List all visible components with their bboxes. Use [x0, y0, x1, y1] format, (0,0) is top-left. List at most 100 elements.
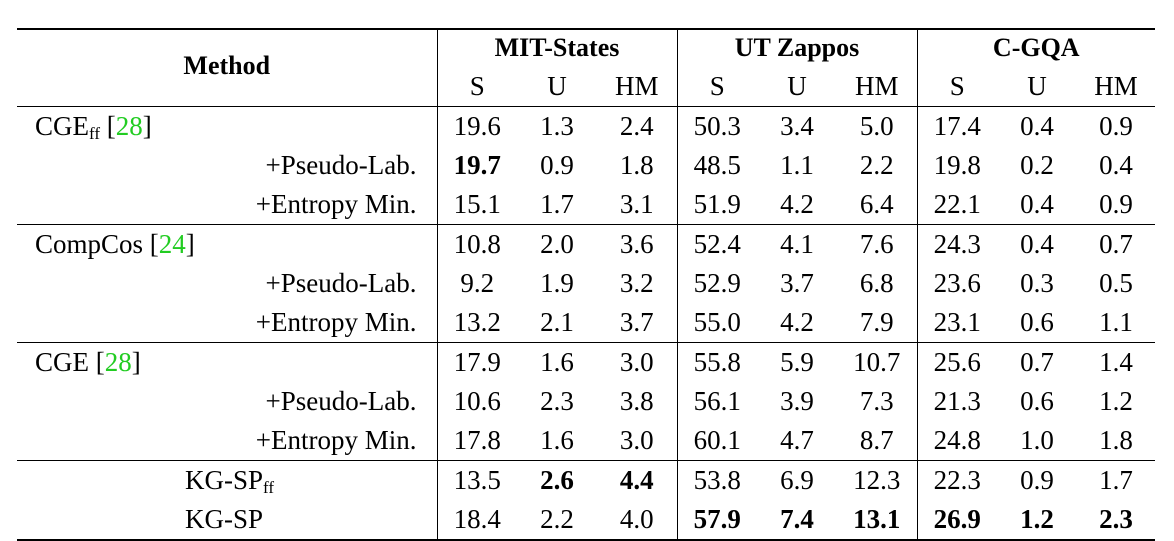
value-cell: 22.3	[916, 460, 997, 500]
value-cell-best: 2.3	[1077, 500, 1156, 541]
subcol-hm: HM	[1094, 71, 1138, 101]
value-cell: 3.0	[597, 342, 677, 382]
value-cell: 0.6	[1020, 307, 1054, 337]
value-cell: 5.0	[837, 106, 917, 146]
value-cell: 6.4	[859, 189, 894, 219]
group-header-c-gqa: C-GQA	[916, 29, 1156, 66]
variant-name: +Pseudo-Lab.	[265, 268, 417, 298]
value-cell: 0.9	[1099, 189, 1133, 219]
value-cell: 1.1	[1099, 307, 1133, 337]
value-cell: 1.7	[1077, 460, 1156, 500]
value-cell: 24.8	[916, 421, 997, 461]
table-row: +Entropy Min. 13.2 2.1 3.7 55.0 4.2 7.9 …	[17, 303, 1155, 343]
value-cell: 1.6	[540, 425, 574, 455]
value-cell: 2.0	[517, 224, 597, 264]
value-cell: 1.0	[1020, 425, 1054, 455]
subcol-s: S	[916, 66, 997, 107]
value-cell: 1.3	[517, 106, 597, 146]
bold-value: 26.9	[933, 504, 981, 534]
value-cell: 18.4	[436, 500, 517, 541]
method-name: KG-SP	[185, 465, 264, 495]
value-cell-best: 2.6	[517, 460, 597, 500]
value-cell: 51.9	[676, 185, 757, 225]
variant-name: +Entropy Min.	[255, 425, 417, 455]
subcol-s: S	[676, 66, 757, 107]
value-cell: 19.8	[916, 146, 997, 185]
value-cell-best: 57.9	[676, 500, 757, 541]
value-cell: 1.7	[540, 189, 574, 219]
value-cell: 10.7	[837, 342, 917, 382]
value-cell: 17.4	[916, 106, 997, 146]
table-row: KG-SP 18.4 2.2 4.0 57.9 7.4 13.1 26.9 1.…	[17, 500, 1156, 541]
variant-name: +Entropy Min.	[255, 307, 417, 337]
method-name: CompCos	[35, 229, 144, 259]
table-row: +Entropy Min. 17.8 1.6 3.0 60.1 4.7 8.7 …	[17, 421, 1155, 461]
value-cell: 22.1	[916, 185, 997, 225]
value-cell: 1.9	[540, 268, 574, 298]
subcol-hm: HM	[614, 71, 659, 101]
value-cell: 48.5	[676, 146, 757, 185]
citation-link[interactable]: 28	[104, 347, 132, 377]
bold-value: 57.9	[693, 504, 741, 534]
value-cell: 1.1	[780, 150, 814, 180]
value-cell: 0.4	[997, 224, 1077, 264]
subcol-u: U	[787, 71, 807, 101]
value-cell: 0.5	[1099, 268, 1133, 298]
value-cell: 53.8	[676, 460, 757, 500]
table-row: KG-SPff 13.5 2.6 4.4 53.8 6.9 12.3 22.3 …	[17, 460, 1156, 500]
value-cell: 2.2	[859, 150, 894, 180]
value-cell: 3.4	[757, 106, 837, 146]
subcol-hm: HM	[854, 71, 899, 101]
table-row: CGEff [28] 19.6 1.3 2.4 50.3 3.4 5.0 17.…	[17, 106, 1156, 146]
citation-link[interactable]: 28	[115, 111, 143, 141]
value-cell: 3.1	[619, 189, 654, 219]
value-cell: 7.9	[859, 307, 894, 337]
value-cell: 17.8	[436, 421, 517, 461]
value-cell: 0.9	[540, 150, 574, 180]
variant-name: +Pseudo-Lab.	[265, 386, 417, 416]
method-name: CGE	[35, 347, 89, 377]
bold-value: 19.7	[453, 150, 501, 180]
value-cell: 55.8	[676, 342, 757, 382]
value-cell: 52.9	[676, 264, 757, 303]
value-cell: 0.4	[997, 106, 1077, 146]
value-cell: 8.7	[859, 425, 894, 455]
value-cell: 0.4	[1099, 150, 1133, 180]
group-header-ut-zappos: UT Zappos	[676, 29, 917, 66]
value-cell-best: 1.2	[997, 500, 1077, 541]
table-row: +Pseudo-Lab. 19.7 0.9 1.8 48.5 1.1 2.2 1…	[17, 146, 1155, 185]
value-cell: 21.3	[916, 382, 997, 421]
value-cell: 2.3	[540, 386, 574, 416]
method-cell: CGE [28]	[17, 342, 437, 382]
value-cell: 13.2	[436, 303, 517, 343]
value-cell: 10.6	[436, 382, 517, 421]
value-cell: 4.7	[780, 425, 814, 455]
bold-value: 7.4	[780, 504, 814, 534]
method-header: Method	[183, 51, 271, 80]
citation-link[interactable]: 24	[158, 229, 186, 259]
value-cell: 50.3	[676, 106, 757, 146]
value-cell: 1.4	[1077, 342, 1156, 382]
value-cell-best: 7.4	[757, 500, 837, 541]
value-cell: 0.6	[1020, 386, 1054, 416]
value-cell: 1.6	[517, 342, 597, 382]
value-cell: 23.1	[916, 303, 997, 343]
value-cell: 3.6	[597, 224, 677, 264]
method-subscript: ff	[263, 478, 275, 497]
table-row: +Entropy Min. 15.1 1.7 3.1 51.9 4.2 6.4 …	[17, 185, 1155, 225]
subcol-u: U	[547, 71, 567, 101]
value-cell: 0.4	[1020, 189, 1054, 219]
value-cell: 25.6	[916, 342, 997, 382]
value-cell: 0.3	[1020, 268, 1054, 298]
subcol-s: S	[436, 66, 517, 107]
value-cell: 5.9	[757, 342, 837, 382]
method-subscript: ff	[89, 124, 101, 143]
method-name: CGE	[35, 111, 89, 141]
value-cell: 19.6	[436, 106, 517, 146]
value-cell: 0.2	[1020, 150, 1054, 180]
value-cell: 0.7	[1077, 224, 1156, 264]
value-cell: 4.0	[597, 500, 677, 541]
value-cell: 24.3	[916, 224, 997, 264]
value-cell: 6.9	[757, 460, 837, 500]
value-cell: 60.1	[676, 421, 757, 461]
